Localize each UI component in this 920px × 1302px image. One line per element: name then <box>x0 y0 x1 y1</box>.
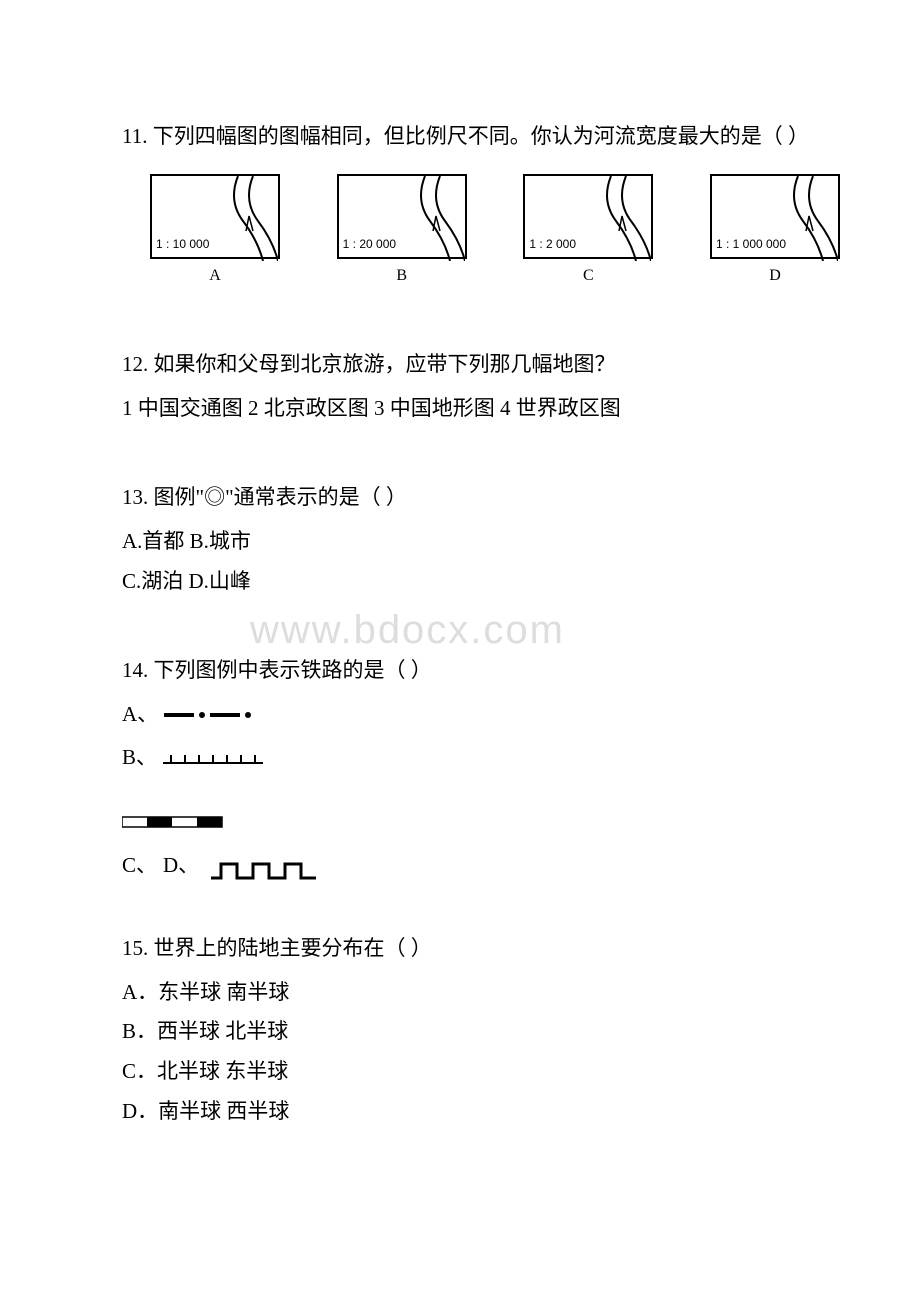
river-icon <box>581 176 651 261</box>
map-c-box: 1 : 2 000 <box>523 174 653 259</box>
q13-text: 13. 图例"◎"通常表示的是（ ） <box>80 481 840 515</box>
map-a: 1 : 10 000 A <box>150 174 280 289</box>
q14-cd-row: C、 D、 <box>80 849 840 883</box>
map-b-box: 1 : 20 000 <box>337 174 467 259</box>
q14-optC-label: C、 <box>122 849 157 883</box>
q15-optB: B．西半球 北半球 <box>80 1015 840 1049</box>
map-a-box: 1 : 10 000 <box>150 174 280 259</box>
map-c: 1 : 2 000 C <box>523 174 653 289</box>
q11-maps: 1 : 10 000 A 1 : 20 000 B 1 : 2 000 C <box>150 174 840 289</box>
map-d-box: 1 : 1 000 000 <box>710 174 840 259</box>
map-d: 1 : 1 000 000 D <box>710 174 840 289</box>
map-b-label: B <box>396 263 407 289</box>
q14-optA: A、 <box>80 698 840 732</box>
q14-optB: B、 <box>80 741 840 775</box>
q11-text: 11. 下列四幅图的图幅相同，但比例尺不同。你认为河流宽度最大的是（ ） <box>80 120 840 154</box>
map-b-scale: 1 : 20 000 <box>343 235 396 254</box>
q15-text: 15. 世界上的陆地主要分布在（ ） <box>80 932 840 966</box>
q12-sub: 1 中国交通图 2 北京政区图 3 中国地形图 4 世界政区图 <box>80 392 840 426</box>
q14-optB-label: B、 <box>122 741 157 775</box>
river-icon <box>395 176 465 261</box>
q14-optA-label: A、 <box>122 698 158 732</box>
map-a-scale: 1 : 10 000 <box>156 235 209 254</box>
greatwall-symbol-d-icon <box>211 858 331 882</box>
map-c-label: C <box>583 263 594 289</box>
map-d-label: D <box>769 263 781 289</box>
q14-c-block <box>80 805 840 839</box>
map-c-scale: 1 : 2 000 <box>529 235 576 254</box>
q14-optD-label: D、 <box>163 849 199 883</box>
map-b: 1 : 20 000 B <box>337 174 467 289</box>
q15-optC: C．北半球 东半球 <box>80 1055 840 1089</box>
q12-text: 12. 如果你和父母到北京旅游，应带下列那几幅地图？ <box>80 348 840 382</box>
railway-symbol-a-icon <box>164 708 274 722</box>
map-d-scale: 1 : 1 000 000 <box>716 235 786 254</box>
q14-text: 14. 下列图例中表示铁路的是（ ） <box>80 654 840 688</box>
q15-optD: D．南半球 西半球 <box>80 1095 840 1129</box>
alt-symbol-c-icon <box>122 814 232 828</box>
river-icon <box>208 176 278 261</box>
map-a-label: A <box>209 263 221 289</box>
q15-optA: A．东半球 南半球 <box>80 976 840 1010</box>
q13-line1: A.首都 B.城市 <box>80 525 840 559</box>
q13-line2: C.湖泊 D.山峰 <box>80 565 840 599</box>
wall-symbol-b-icon <box>163 750 273 766</box>
